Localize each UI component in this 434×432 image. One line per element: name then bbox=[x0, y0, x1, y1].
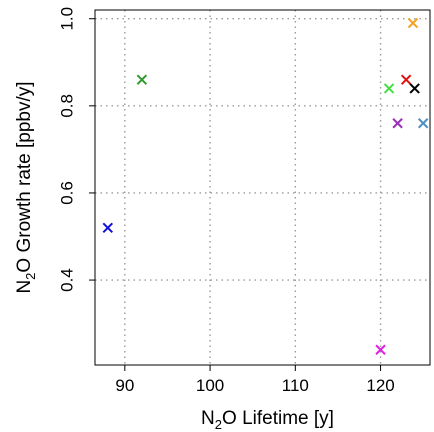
data-point-marker bbox=[136, 74, 148, 85]
data-point-marker bbox=[400, 74, 412, 85]
marker-stroke bbox=[392, 118, 403, 129]
y-tick-label: 0.4 bbox=[58, 268, 77, 292]
x-tick-label: 100 bbox=[196, 376, 224, 395]
axis-layer: 90 100 110 120 0.4 0.6 0.8 1.0 bbox=[58, 7, 395, 395]
y-axis-title-post: O Growth rate [ppbv/y] bbox=[14, 81, 35, 272]
marker-stroke bbox=[102, 222, 113, 233]
marker-stroke bbox=[407, 17, 419, 29]
x-axis-title-post: O Lifetime [y] bbox=[222, 408, 334, 429]
x-axis-title: N2O Lifetime [y] bbox=[201, 408, 334, 432]
x-axis-title-pre: N bbox=[201, 408, 215, 429]
data-point-marker bbox=[409, 83, 420, 94]
y-tick-label: 0.8 bbox=[58, 94, 77, 118]
marker-stroke bbox=[383, 83, 395, 94]
x-tick-label: 120 bbox=[366, 376, 394, 395]
data-point-marker bbox=[407, 17, 419, 29]
data-points bbox=[102, 17, 429, 355]
data-point-marker bbox=[392, 118, 403, 129]
marker-stroke bbox=[409, 83, 420, 94]
data-point-marker bbox=[383, 83, 395, 94]
marker-stroke bbox=[417, 118, 429, 129]
x-tick-label: 110 bbox=[282, 376, 309, 395]
marker-stroke bbox=[375, 344, 386, 355]
marker-stroke bbox=[136, 74, 148, 85]
y-axis-title-pre: N bbox=[14, 280, 35, 294]
x-axis-title-subscript: 2 bbox=[215, 417, 222, 432]
y-axis-title: N2O Growth rate [ppbv/y] bbox=[14, 81, 38, 293]
y-axis-title-subscript: 2 bbox=[23, 273, 38, 280]
data-point-marker bbox=[375, 344, 386, 355]
x-tick-label: 90 bbox=[115, 376, 134, 395]
data-point-marker bbox=[417, 118, 429, 129]
y-tick-label: 1.0 bbox=[58, 7, 77, 31]
plot-area-frame bbox=[94, 9, 431, 366]
marker-stroke bbox=[400, 74, 412, 85]
data-point-marker bbox=[102, 222, 113, 233]
grid-layer bbox=[95, 10, 430, 365]
y-tick-label: 0.6 bbox=[58, 181, 77, 205]
